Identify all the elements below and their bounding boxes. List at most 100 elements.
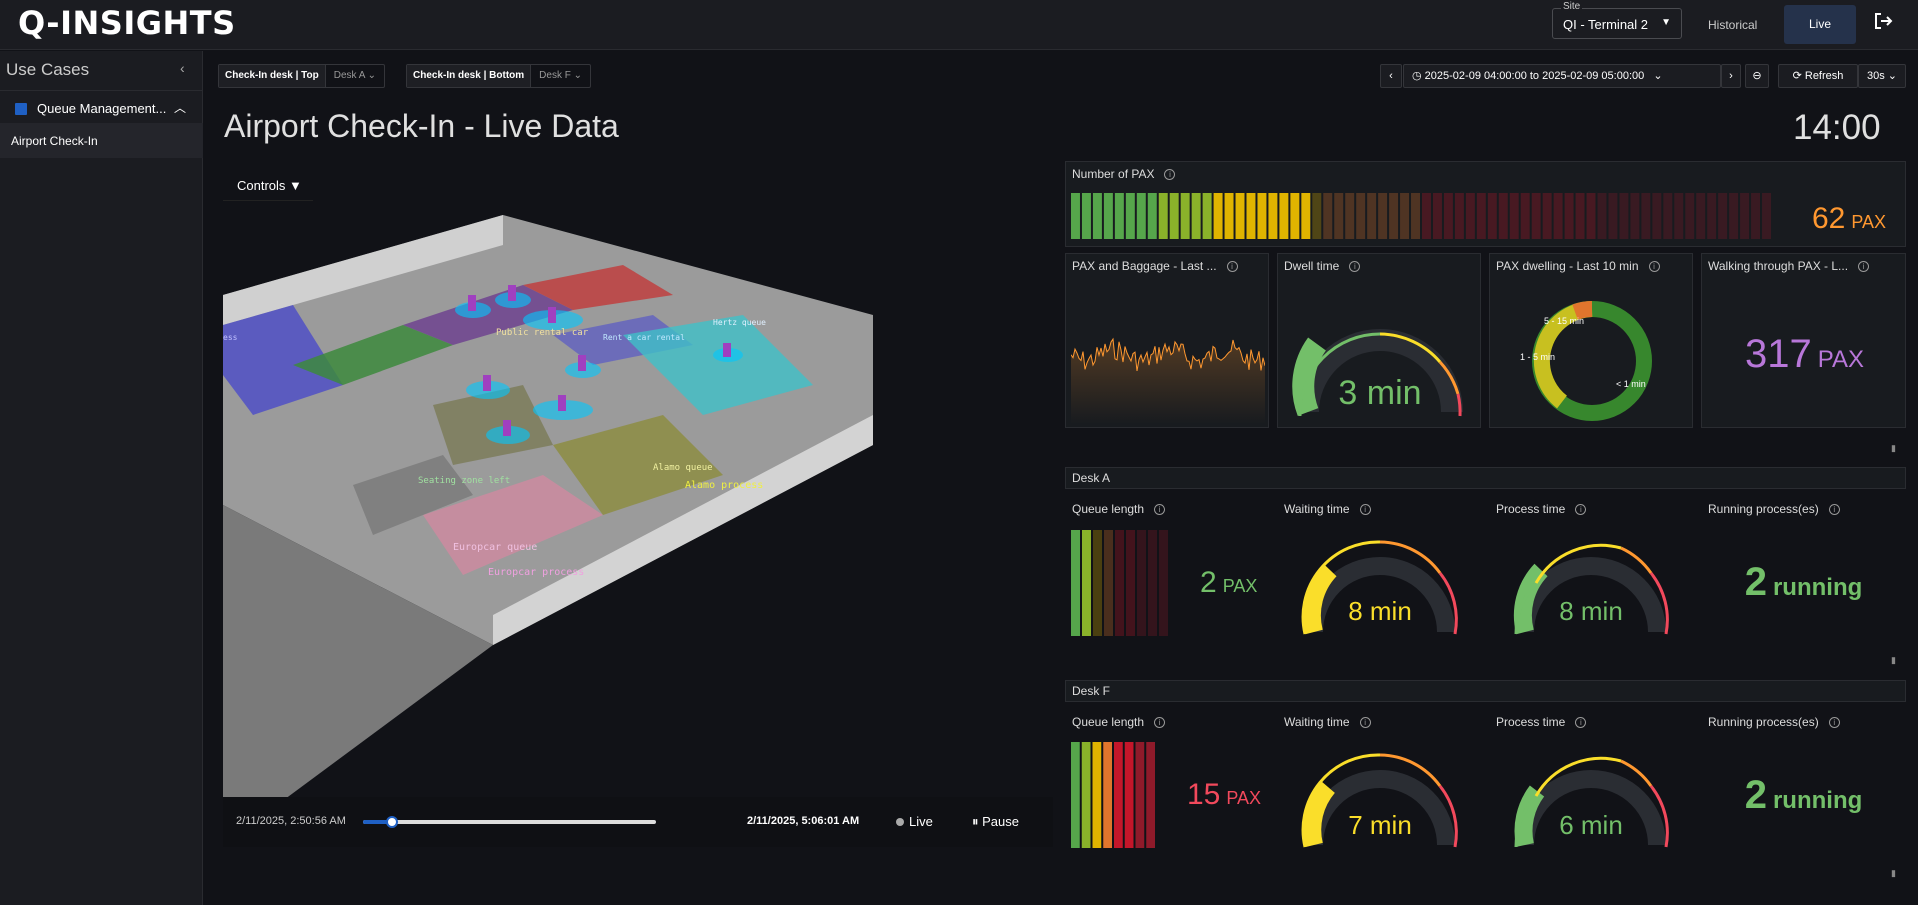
- bar-segment: [1356, 193, 1366, 239]
- bar-segment: [1575, 193, 1585, 239]
- bar-segment: [1630, 193, 1640, 239]
- bar-segment: [1509, 193, 1519, 239]
- panel-title: Walking through PAX - L... i: [1708, 259, 1870, 273]
- bar-segment: [1159, 530, 1168, 636]
- drag-handle-icon[interactable]: ▮: [1891, 655, 1896, 665]
- bar-segment: [1663, 193, 1673, 239]
- time-range-picker[interactable]: ◷ 2025-02-09 04:00:00 to 2025-02-09 05:0…: [1403, 64, 1721, 88]
- row-desk-a[interactable]: Desk A: [1065, 467, 1906, 489]
- bar-segment: [1674, 193, 1684, 239]
- info-icon[interactable]: i: [1164, 169, 1176, 180]
- scene-label: Seating zone left: [418, 476, 510, 486]
- var-label: Check-In desk | Top: [219, 65, 326, 87]
- playback-slider[interactable]: [363, 816, 656, 828]
- var-checkin-bottom[interactable]: Check-In desk | Bottom Desk F ⌄: [406, 64, 591, 88]
- info-icon[interactable]: i: [1858, 261, 1870, 272]
- live-button[interactable]: Live: [909, 814, 933, 829]
- bar-segment: [1487, 193, 1497, 239]
- zoom-out-icon[interactable]: ⊖: [1745, 64, 1769, 88]
- desk-f-waiting-title: Waiting time i: [1284, 715, 1371, 729]
- bar-segment: [1707, 193, 1717, 239]
- sidebar-item-label: Airport Check-In: [11, 134, 98, 148]
- scene-label: Europcar process: [488, 567, 584, 578]
- bar-segment: [1498, 193, 1508, 239]
- nav-live[interactable]: Live: [1784, 5, 1856, 44]
- panel-title: PAX dwelling - Last 10 min i: [1496, 259, 1660, 273]
- bar-segment: [1751, 193, 1761, 239]
- info-icon[interactable]: i: [1828, 504, 1840, 515]
- info-icon[interactable]: i: [1154, 717, 1166, 728]
- bar-segment: [1443, 193, 1453, 239]
- chart-icon: [15, 103, 27, 115]
- bar-segment: [1071, 530, 1080, 636]
- bar-segment: [1520, 193, 1530, 239]
- bar-segment: [1400, 193, 1410, 239]
- desk-a-running-value: 2 running: [1744, 560, 1863, 604]
- bar-segment: [1071, 742, 1080, 848]
- dwell-value: 3 min: [1338, 374, 1422, 412]
- bar-segment: [1169, 193, 1179, 239]
- drag-handle-icon[interactable]: ▮: [1891, 868, 1896, 878]
- site-select[interactable]: Site QI - Terminal 2 ▼: [1552, 1, 1682, 39]
- bar-segment: [1597, 193, 1607, 239]
- chevron-left-icon[interactable]: ‹: [180, 60, 185, 76]
- info-icon[interactable]: i: [1359, 504, 1371, 515]
- info-icon[interactable]: i: [1575, 504, 1587, 515]
- scene-label: Europcar queue: [453, 542, 537, 553]
- sidebar-group-queue-management[interactable]: Queue Management... ︿: [0, 90, 203, 123]
- chevron-down-icon: ⌄: [573, 70, 582, 81]
- chevron-down-icon: ⌄: [367, 70, 377, 81]
- controls-toggle[interactable]: Controls ▼: [223, 170, 313, 201]
- var-value[interactable]: Desk F ⌄: [539, 70, 582, 81]
- bar-segment: [1114, 193, 1124, 239]
- info-icon[interactable]: i: [1226, 261, 1238, 272]
- info-icon[interactable]: i: [1349, 261, 1361, 272]
- info-icon[interactable]: i: [1648, 261, 1660, 272]
- bar-segment: [1191, 193, 1201, 239]
- bar-segment: [1334, 193, 1344, 239]
- drag-handle-icon[interactable]: ▮: [1891, 443, 1896, 453]
- time-back-button[interactable]: ‹: [1380, 64, 1402, 88]
- playback-handle[interactable]: [386, 816, 399, 828]
- desk-f-queue-value: 15 PAX: [1187, 778, 1262, 811]
- bar-segment: [1411, 193, 1420, 239]
- desk-f-process-gauge: [1514, 756, 1669, 848]
- dwelling-label-1-5: 1 - 5 min: [1520, 352, 1556, 362]
- desk-f-running-value: 2 running: [1744, 773, 1863, 817]
- var-checkin-top[interactable]: Check-In desk | Top Desk A ⌄: [218, 64, 386, 88]
- bar-segment: [1586, 193, 1596, 239]
- bar-segment: [1465, 193, 1475, 239]
- top-bar: Q-INSIGHTS Site QI - Terminal 2 ▼ Histor…: [0, 0, 1918, 50]
- time-forward-button[interactable]: ›: [1721, 64, 1741, 88]
- info-icon[interactable]: i: [1154, 504, 1166, 515]
- refresh-icon: ⟳: [1792, 70, 1802, 82]
- 3d-floor-plan-viewer[interactable]: Public rental car Seating zone left Euro…: [223, 215, 1053, 845]
- refresh-button[interactable]: ⟳ Refresh: [1778, 64, 1858, 88]
- bar-segment: [1476, 193, 1486, 239]
- refresh-interval-select[interactable]: 30s ⌄: [1858, 64, 1906, 88]
- bar-segment: [1213, 193, 1223, 239]
- desk-a-queue-bar: [1071, 530, 1168, 636]
- bar-segment: [1718, 193, 1728, 239]
- row-desk-f[interactable]: Desk F: [1065, 680, 1906, 702]
- info-icon[interactable]: i: [1828, 717, 1840, 728]
- bar-segment: [1696, 193, 1706, 239]
- nav-historical[interactable]: Historical: [1708, 18, 1758, 32]
- bar-segment: [1126, 530, 1135, 636]
- info-icon[interactable]: i: [1359, 717, 1371, 728]
- bar-segment: [1454, 193, 1464, 239]
- pax-bar-gauge: [1071, 193, 1771, 239]
- pause-icon: ⏸: [972, 814, 979, 829]
- var-value[interactable]: Desk A ⌄: [333, 70, 377, 81]
- dwell-gauge: [1292, 329, 1463, 417]
- bar-segment: [1268, 193, 1278, 239]
- info-icon[interactable]: i: [1575, 717, 1587, 728]
- sidebar-item-airport-checkin[interactable]: Airport Check-In: [0, 123, 203, 158]
- bar-segment: [1279, 193, 1289, 239]
- desk-a-waiting-title: Waiting time i: [1284, 502, 1371, 516]
- desk-a-queue-title: Queue length i: [1072, 502, 1166, 516]
- bar-segment: [1323, 193, 1333, 239]
- pause-button[interactable]: ⏸ Pause: [972, 814, 1019, 830]
- desk-f-process-title: Process time i: [1496, 715, 1587, 729]
- logout-icon[interactable]: [1872, 10, 1894, 32]
